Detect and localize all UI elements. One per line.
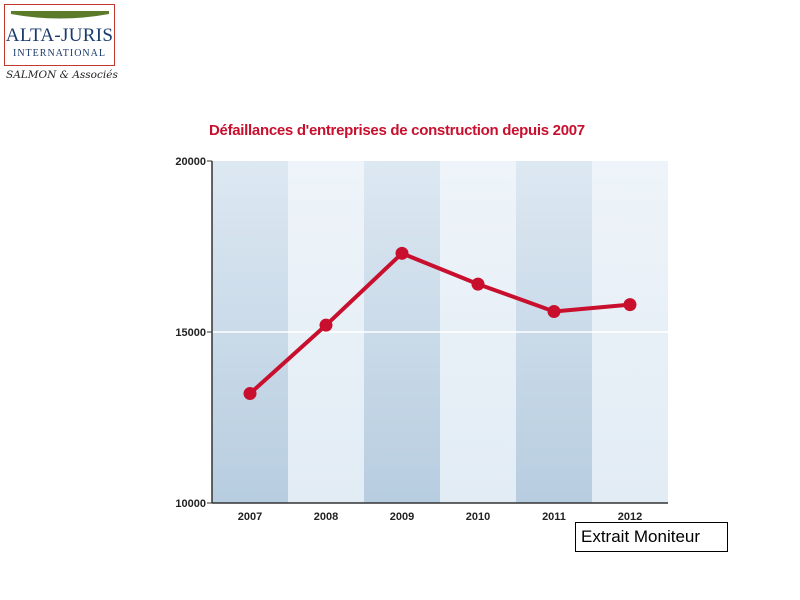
data-point [319, 318, 333, 332]
x-tick-label: 2012 [618, 511, 642, 523]
x-tick-label: 2010 [466, 511, 490, 523]
source-label: Extrait Moniteur [575, 522, 728, 552]
x-tick-label: 2008 [314, 511, 338, 523]
logo-swoosh-icon [11, 11, 109, 19]
alta-juris-logo: ALTA-JURIS INTERNATIONAL [4, 4, 115, 66]
logo-subtitle: INTERNATIONAL [13, 48, 106, 59]
logo-name: ALTA-JURIS [5, 25, 114, 46]
y-tick-label: 15000 [175, 327, 206, 339]
data-point [471, 277, 485, 291]
data-point [623, 298, 637, 312]
x-tick-label: 2011 [542, 511, 566, 523]
series-line [248, 251, 632, 396]
y-tick-label: 10000 [175, 498, 206, 510]
y-tick-label: 20000 [175, 156, 206, 168]
firm-name: SALMON & Associés [6, 69, 118, 81]
x-tick-label: 2009 [390, 511, 414, 523]
x-tick-label: 2007 [238, 511, 262, 523]
line-chart: 10000 15000 20000 2007 2008 2009 2010 2011 2012 [175, 156, 668, 523]
data-point [547, 304, 561, 318]
data-point [243, 387, 257, 401]
chart-title: Défaillances d'entreprises de constructi… [209, 122, 585, 139]
data-point [395, 246, 409, 260]
